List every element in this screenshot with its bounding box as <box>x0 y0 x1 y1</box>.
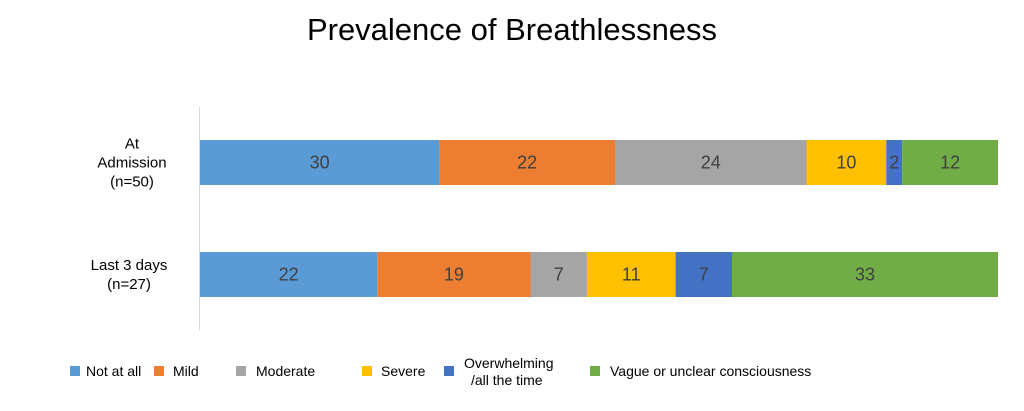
legend-swatch <box>154 366 164 376</box>
data-label: 22 <box>279 265 299 285</box>
category-label: (n=27) <box>107 276 151 293</box>
data-label: 33 <box>855 265 875 285</box>
data-label: 2 <box>889 153 899 173</box>
bar-segment <box>806 140 887 185</box>
legend-label: Vague or unclear consciousness <box>610 363 811 379</box>
chart-title: Prevalence of Breathlessness <box>306 12 718 47</box>
data-label: 24 <box>701 153 721 173</box>
bar-segment <box>530 252 587 297</box>
legend-swatch <box>236 366 246 376</box>
bar-segment <box>902 140 998 185</box>
legend-label: Overwhelming <box>464 355 553 371</box>
data-label: 30 <box>310 153 330 173</box>
category-label: Last 3 days <box>91 257 168 274</box>
data-label: 22 <box>517 153 537 173</box>
legend-swatch <box>362 366 372 376</box>
bar-segment <box>886 140 903 185</box>
category-label: Admission <box>97 155 166 172</box>
category-label: At <box>125 136 140 153</box>
legend-label: /all the time <box>471 372 543 388</box>
data-label: 11 <box>622 265 641 285</box>
bar-segment <box>732 252 998 297</box>
bar-segment <box>200 140 440 185</box>
legend-label: Severe <box>381 363 426 379</box>
bar-segment <box>586 252 676 297</box>
bar-segment <box>675 252 732 297</box>
data-label: 19 <box>444 265 464 285</box>
legend-swatch <box>444 366 454 376</box>
legend-swatch <box>70 366 80 376</box>
bar-segment <box>614 140 807 185</box>
category-label: (n=50) <box>110 174 154 191</box>
legend-swatch <box>590 366 600 376</box>
bar-segment <box>439 140 615 185</box>
data-label: 10 <box>836 153 856 173</box>
data-label: 7 <box>699 265 709 285</box>
legend-label: Mild <box>173 363 199 379</box>
legend-label: Not at all <box>86 363 141 379</box>
legend-label: Moderate <box>256 363 315 379</box>
data-label: 7 <box>554 265 564 285</box>
data-label: 12 <box>940 153 960 173</box>
bar-segment <box>377 252 531 297</box>
bar-segment <box>200 252 378 297</box>
